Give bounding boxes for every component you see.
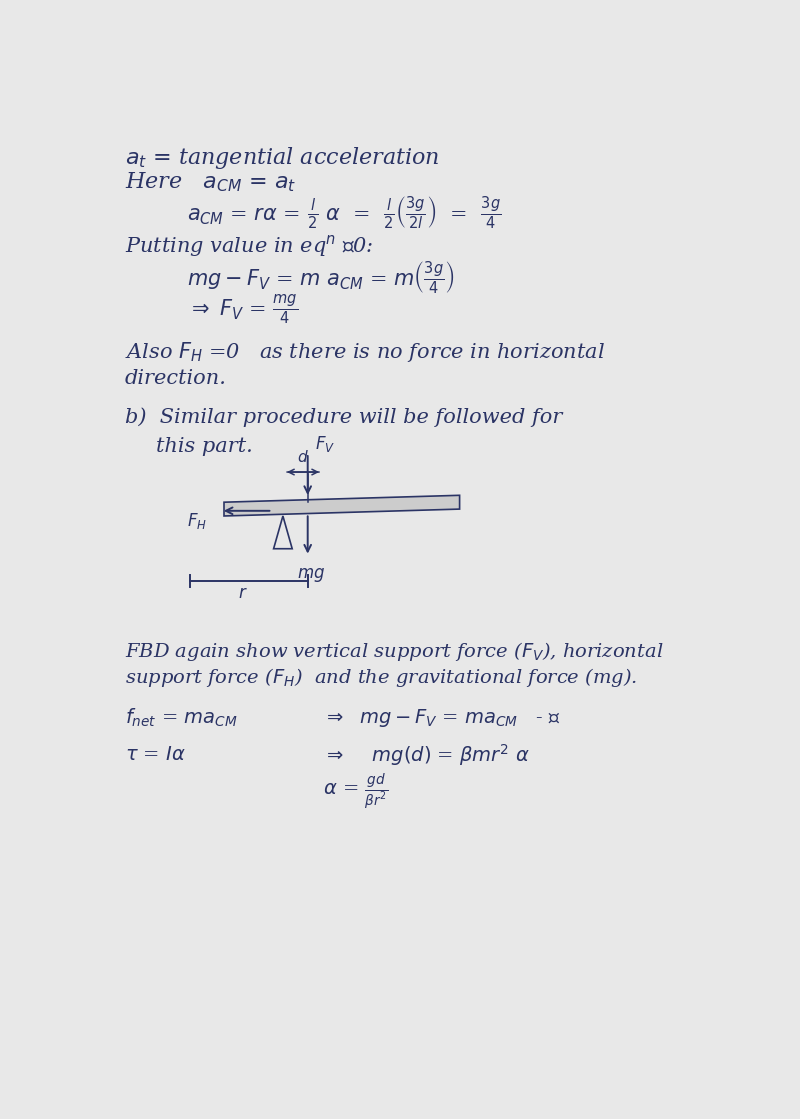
Text: $mg$: $mg$ [297, 566, 325, 584]
Text: $r$: $r$ [238, 585, 247, 602]
Text: b)  Similar procedure will be followed for: b) Similar procedure will be followed fo… [125, 407, 562, 426]
Text: $a_t$ = tangential acceleration: $a_t$ = tangential acceleration [125, 145, 439, 171]
Text: FBD again show vertical support force ($F_V$), horizontal: FBD again show vertical support force ($… [125, 640, 663, 662]
Text: $mg - F_V$ = $m$ $a_{CM}$ = $m$$\left(\frac{3g}{4}\right)$: $mg - F_V$ = $m$ $a_{CM}$ = $m$$\left(\f… [187, 260, 455, 297]
Text: $d$: $d$ [297, 449, 309, 464]
Text: $F_V$: $F_V$ [315, 434, 335, 454]
Text: Here   $a_{CM}$ = $a_t$: Here $a_{CM}$ = $a_t$ [125, 171, 296, 195]
Text: support force ($F_H$)  and the gravitational force (mg).: support force ($F_H$) and the gravitatio… [125, 666, 637, 688]
Text: $f_{net}$ = $ma_{CM}$: $f_{net}$ = $ma_{CM}$ [125, 706, 238, 728]
Text: this part.: this part. [156, 436, 253, 455]
Polygon shape [224, 496, 459, 516]
Text: $a_{CM}$ = $r\alpha$ = $\frac{l}{2}$ $\alpha$  =  $\frac{l}{2}$$\left(\frac{3g}{: $a_{CM}$ = $r\alpha$ = $\frac{l}{2}$ $\a… [187, 195, 501, 232]
Text: $\tau$ = $I\alpha$: $\tau$ = $I\alpha$ [125, 745, 186, 763]
Text: $\Rightarrow$    $mg(d)$ = $\beta mr^2$ $\alpha$: $\Rightarrow$ $mg(d)$ = $\beta mr^2$ $\a… [323, 742, 530, 768]
Text: $\alpha$ = $\frac{gd}{\beta r^2}$: $\alpha$ = $\frac{gd}{\beta r^2}$ [323, 771, 388, 811]
Text: $F_H$: $F_H$ [187, 511, 207, 532]
Text: Putting value in eq$^n$ ⒈0:: Putting value in eq$^n$ ⒈0: [125, 233, 374, 260]
Text: direction.: direction. [125, 369, 226, 388]
Text: $\Rightarrow$  $mg - F_V$ = $ma_{CM}$   - ①: $\Rightarrow$ $mg - F_V$ = $ma_{CM}$ - ① [323, 706, 561, 728]
Text: Also $F_H$ =0   as there is no force in horizontal: Also $F_H$ =0 as there is no force in ho… [125, 340, 605, 365]
Text: $\Rightarrow$ $F_V$ = $\frac{mg}{4}$: $\Rightarrow$ $F_V$ = $\frac{mg}{4}$ [187, 293, 298, 327]
